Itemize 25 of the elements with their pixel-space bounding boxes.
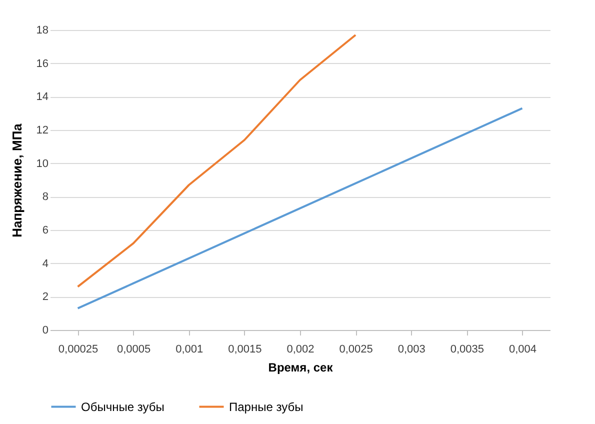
x-tick-label: 0,0015: [228, 344, 262, 356]
y-tick-label: 12: [36, 124, 48, 136]
legend-label: Парные зубы: [229, 400, 304, 414]
x-tick-label: 0,0025: [339, 344, 373, 356]
y-tick-label: 10: [36, 158, 48, 170]
y-tick-label: 2: [42, 291, 48, 304]
y-tick-label: 16: [36, 58, 48, 70]
x-tick-label: 0,003: [398, 344, 426, 356]
x-tick-label: 0,00025: [58, 344, 98, 356]
y-tick-label: 18: [36, 24, 48, 36]
line-series: [76, 107, 524, 310]
y-tick-label: 8: [42, 191, 48, 204]
x-axis-title: Время, сек: [268, 360, 334, 374]
x-tick-label: 0,002: [286, 344, 314, 356]
y-tick-label: 0: [42, 324, 48, 336]
y-tick-label: 6: [42, 224, 48, 236]
x-tick-label: 0,004: [508, 344, 536, 356]
line-series: [76, 34, 357, 288]
legend-label: Обычные зубы: [81, 400, 164, 414]
y-tick-label: 4: [42, 258, 48, 270]
x-tick-label: 0,001: [176, 344, 204, 356]
x-tick-label: 0,0005: [117, 344, 151, 356]
y-axis-title: Напряжение, МПа: [9, 122, 24, 238]
y-tick-label: 14: [36, 91, 48, 104]
x-tick-label: 0,0035: [450, 344, 484, 356]
